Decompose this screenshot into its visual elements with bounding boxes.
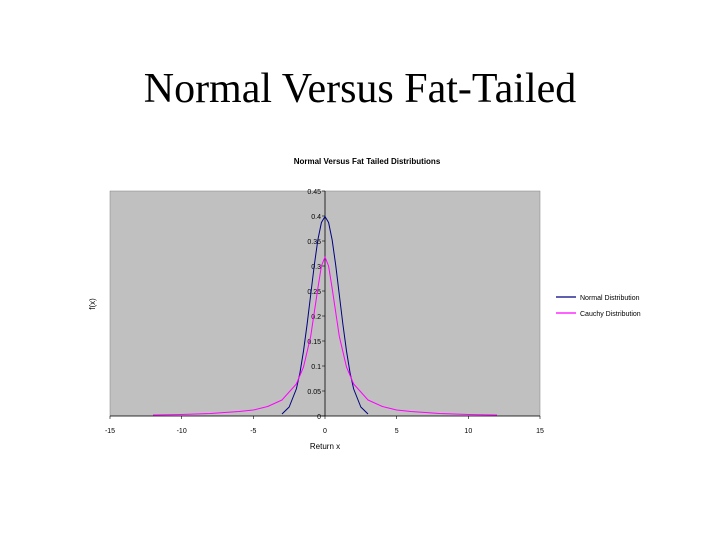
y-tick-label: 0 [317, 414, 321, 421]
series-lines [152, 216, 498, 416]
y-tick-label: 0.05 [307, 389, 321, 396]
y-axis: 0 0.05 0.1 0.15 0.2 0.25 0.3 0.35 0.4 0.45 [307, 189, 325, 421]
x-tick-label: -10 [177, 428, 187, 435]
legend: Normal Distribution Cauchy Distribution [556, 295, 641, 318]
x-tick-label: 10 [464, 428, 472, 435]
legend-label: Normal Distribution [580, 295, 640, 302]
x-tick-label: -15 [105, 428, 115, 435]
x-tick-label: 15 [536, 428, 544, 435]
x-tick-label: 5 [395, 428, 399, 435]
y-tick-label: 0.1 [311, 364, 321, 371]
legend-label: Cauchy Distribution [580, 311, 641, 318]
y-tick-label: 0.45 [307, 189, 321, 196]
x-axis: -15 -10 -5 0 5 10 15 [105, 416, 544, 435]
y-tick-label: 0.3 [311, 264, 321, 271]
x-tick-label: 0 [323, 428, 327, 435]
x-axis-label: Return x [310, 442, 340, 451]
y-tick-label: 0.35 [307, 239, 321, 246]
y-axis-label: f(x) [88, 298, 97, 310]
cauchy-series-line [152, 256, 498, 416]
y-tick-label: 0.4 [311, 214, 321, 221]
x-tick-label: -5 [250, 428, 256, 435]
normal-series-line [281, 216, 369, 415]
slide-title: Normal Versus Fat-Tailed [143, 66, 577, 112]
y-tick-label: 0.2 [311, 314, 321, 321]
y-tick-label: 0.25 [307, 289, 321, 296]
y-tick-label: 0.15 [307, 339, 321, 346]
chart-title: Normal Versus Fat Tailed Distributions [294, 157, 441, 166]
